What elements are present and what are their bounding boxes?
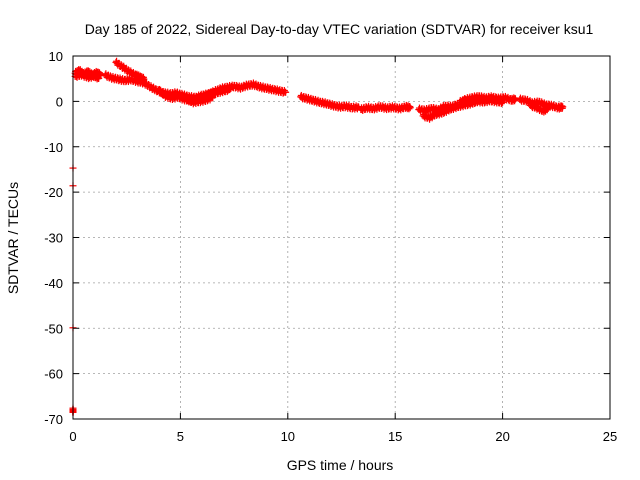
data-point [499,98,507,106]
x-tick-label: 5 [177,429,184,444]
y-tick-label: 0 [56,94,63,109]
y-tick-label: -20 [44,185,63,200]
y-tick-label: 10 [49,49,63,64]
data-point [497,100,505,108]
chart-title: Day 185 of 2022, Sidereal Day-to-day VTE… [85,21,594,37]
axis-ticks: 0 5 10 15 20 25 10 0 -10 -20 -30 -40 -50 -60 -70 [44,49,617,444]
x-tick-label: 20 [495,429,509,444]
data-point [282,88,290,96]
y-tick-label: -70 [44,412,63,427]
x-tick-label: 25 [603,429,617,444]
x-tick-label: 10 [281,429,295,444]
data-series-sdtvar [69,57,567,416]
y-axis-label: SDTVAR / TECUs [5,182,21,294]
y-tick-label: -50 [44,321,63,336]
y-tick-label: -30 [44,231,63,246]
data-point [559,103,567,111]
y-tick-label: -60 [44,367,63,382]
data-point [225,84,233,92]
data-point [226,86,234,94]
data-point [406,104,414,112]
data-point [209,93,217,101]
y-tick-label: -40 [44,276,63,291]
data-point [140,75,148,83]
x-axis-label: GPS time / hours [287,457,394,473]
x-tick-label: 0 [69,429,76,444]
grid-lines [73,56,610,419]
data-point [544,104,552,112]
x-tick-label: 15 [388,429,402,444]
data-point [95,74,103,82]
y-tick-label: -10 [44,140,63,155]
data-point [208,94,216,102]
